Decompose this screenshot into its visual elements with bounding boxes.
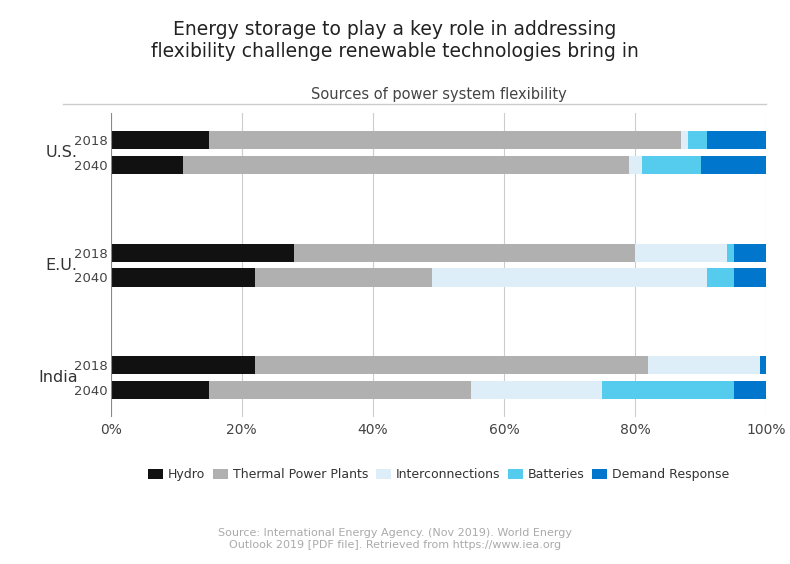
Title: Sources of power system flexibility: Sources of power system flexibility — [310, 87, 566, 102]
Bar — [635, 244, 727, 262]
Text: Source: International Energy Agency. (Nov 2019). World Energy
Outlook 2019 [PDF : Source: International Energy Agency. (No… — [218, 528, 572, 550]
Bar — [111, 156, 182, 174]
Bar — [255, 268, 432, 287]
Bar — [629, 156, 641, 174]
Bar — [727, 244, 733, 262]
Bar — [111, 268, 255, 287]
Bar — [255, 356, 649, 374]
Bar — [111, 244, 294, 262]
Bar — [111, 356, 255, 374]
Bar — [182, 156, 629, 174]
Bar — [649, 356, 760, 374]
Bar — [294, 244, 635, 262]
Bar — [681, 131, 687, 149]
Bar — [707, 131, 766, 149]
Legend: Hydro, Thermal Power Plants, Interconnections, Batteries, Demand Response: Hydro, Thermal Power Plants, Interconnec… — [143, 463, 734, 486]
Bar — [733, 244, 766, 262]
Bar — [603, 381, 733, 399]
Bar — [111, 381, 209, 399]
Bar — [209, 131, 681, 149]
Bar — [111, 131, 209, 149]
Bar — [701, 156, 766, 174]
Bar — [760, 356, 766, 374]
Bar — [209, 381, 471, 399]
Bar — [707, 268, 733, 287]
Bar — [687, 131, 707, 149]
Bar — [733, 381, 766, 399]
Bar — [432, 268, 707, 287]
Text: India: India — [38, 371, 78, 385]
Text: E.U.: E.U. — [46, 258, 78, 272]
Bar — [471, 381, 603, 399]
Bar — [641, 156, 701, 174]
Text: U.S.: U.S. — [46, 145, 78, 160]
Bar — [733, 268, 766, 287]
Text: Energy storage to play a key role in addressing
flexibility challenge renewable : Energy storage to play a key role in add… — [151, 20, 639, 61]
